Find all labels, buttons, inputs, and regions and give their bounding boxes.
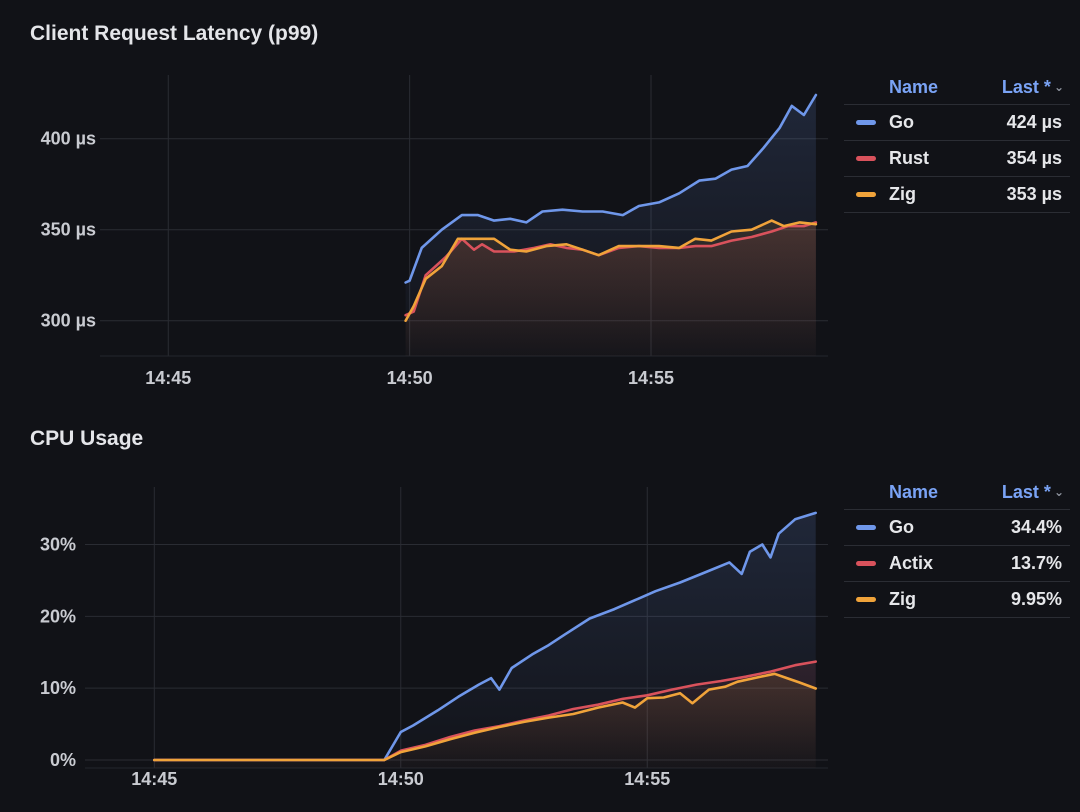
y-tick-label: 350 µs xyxy=(41,220,96,240)
legend-series-value: 13.7% xyxy=(1010,553,1062,573)
series-line-zig[interactable] xyxy=(404,219,818,322)
chevron-down-icon[interactable]: ⌄ xyxy=(1053,485,1064,499)
x-tick-label: 14:50 xyxy=(387,368,433,388)
legend-name-header[interactable]: Name xyxy=(889,481,939,502)
legend-sort-header[interactable]: Last * ⌄ xyxy=(1002,77,1064,98)
legend-row-go[interactable]: Go 34.4% xyxy=(844,510,1070,546)
legend-series-value: 353 µs xyxy=(1006,184,1062,204)
latency-panel-title: Client Request Latency (p99) xyxy=(30,22,319,45)
legend-series-name[interactable]: Go xyxy=(889,517,914,537)
legend-series-name[interactable]: Zig xyxy=(889,589,916,609)
legend-header: Name Last * ⌄ xyxy=(844,70,1070,105)
legend-sort-header[interactable]: Last * ⌄ xyxy=(1002,482,1064,503)
series-area-zig xyxy=(405,220,816,356)
legend-series-value: 9.95% xyxy=(1010,589,1062,609)
x-tick-label: 14:45 xyxy=(131,769,177,789)
latency-chart[interactable]: 300 µs 350 µs 400 µs 14:45 14:50 14:55 xyxy=(0,0,840,405)
y-tick-label: 20% xyxy=(40,606,76,626)
series-line-go[interactable] xyxy=(404,93,818,284)
legend-series-name[interactable]: Rust xyxy=(889,148,929,168)
latency-panel: Client Request Latency (p99) 300 µs 350 µ… xyxy=(0,0,1080,405)
series-swatch xyxy=(856,525,876,530)
y-tick-label: 400 µs xyxy=(41,129,96,149)
cpu-chart[interactable]: 0% 10% 20% 30% 14:45 14:50 14:55 xyxy=(0,405,840,812)
legend-series-value: 424 µs xyxy=(1006,112,1062,132)
cpu-panel: CPU Usage 0% 10% 20% 30% 14:45 14:50 14:55 Nam… xyxy=(0,405,1080,812)
legend-value-header[interactable]: Last * xyxy=(1001,76,1051,97)
y-tick-label: 10% xyxy=(40,678,76,698)
series-line-zig[interactable] xyxy=(153,672,817,762)
legend-row-zig[interactable]: Zig 353 µs xyxy=(844,177,1070,213)
x-tick-label: 14:55 xyxy=(624,769,670,789)
x-tick-label: 14:50 xyxy=(378,769,424,789)
legend-series-name[interactable]: Go xyxy=(889,112,914,132)
y-tick-label: 30% xyxy=(40,534,76,554)
series-line-actix[interactable] xyxy=(153,660,817,762)
x-tick-label: 14:55 xyxy=(628,368,674,388)
legend-row-actix[interactable]: Actix 13.7% xyxy=(844,546,1070,582)
series-swatch xyxy=(856,192,876,197)
y-tick-label: 0% xyxy=(50,750,76,770)
legend-value-header[interactable]: Last * xyxy=(1001,481,1051,502)
series-swatch xyxy=(856,561,876,566)
series-swatch xyxy=(856,120,876,125)
legend-row-zig[interactable]: Zig 9.95% xyxy=(844,582,1070,618)
series-line-go[interactable] xyxy=(153,511,817,762)
series-swatch xyxy=(856,597,876,602)
legend-row-go[interactable]: Go 424 µs xyxy=(844,105,1070,141)
legend-series-value: 34.4% xyxy=(1010,517,1062,537)
latency-legend: Name Last * ⌄ Go 424 µs Rust 354 µs Zig … xyxy=(844,70,1070,213)
series-area-zig xyxy=(154,673,816,768)
cpu-legend: Name Last * ⌄ Go 34.4% Actix 13.7% Zig 9… xyxy=(844,475,1070,618)
legend-header: Name Last * ⌄ xyxy=(844,475,1070,510)
y-tick-label: 300 µs xyxy=(41,311,96,331)
legend-series-value: 354 µs xyxy=(1006,148,1062,168)
x-tick-label: 14:45 xyxy=(145,368,191,388)
legend-series-name[interactable]: Actix xyxy=(889,553,934,573)
legend-series-name[interactable]: Zig xyxy=(889,184,916,204)
legend-row-rust[interactable]: Rust 354 µs xyxy=(844,141,1070,177)
cpu-panel-title: CPU Usage xyxy=(30,427,144,450)
legend-name-header[interactable]: Name xyxy=(889,76,939,97)
series-swatch xyxy=(856,156,876,161)
chevron-down-icon[interactable]: ⌄ xyxy=(1053,80,1064,94)
